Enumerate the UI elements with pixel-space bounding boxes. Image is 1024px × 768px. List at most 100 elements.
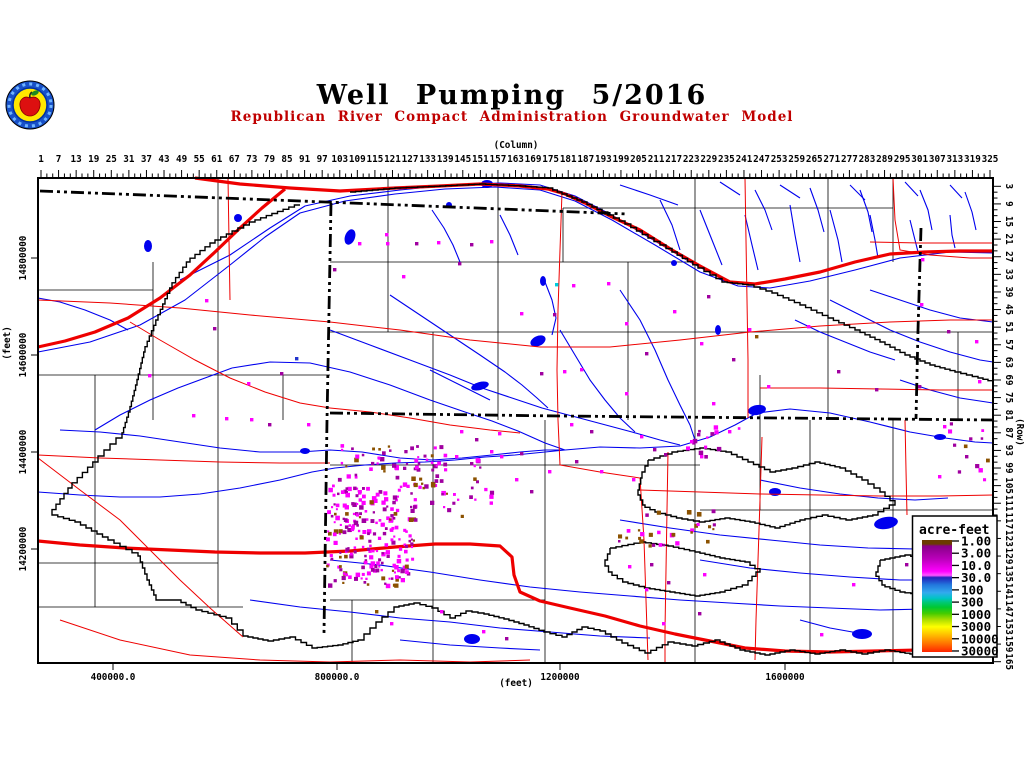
svg-text:169: 169 — [525, 154, 542, 165]
svg-text:117: 117 — [1003, 512, 1014, 529]
svg-text:283: 283 — [859, 154, 876, 165]
svg-text:81: 81 — [1003, 410, 1014, 422]
svg-text:181: 181 — [560, 154, 577, 165]
svg-text:307: 307 — [929, 154, 946, 165]
svg-text:73: 73 — [246, 154, 257, 165]
county-lines — [38, 178, 993, 663]
svg-text:103: 103 — [331, 154, 348, 165]
svg-text:93: 93 — [1003, 445, 1014, 456]
page-subtitle: Republican River Compact Administration … — [230, 109, 794, 125]
svg-text:63: 63 — [1003, 357, 1014, 368]
svg-text:109: 109 — [349, 154, 366, 165]
svg-text:1000: 1000 — [961, 607, 991, 622]
svg-text:39: 39 — [1003, 286, 1014, 297]
svg-text:14400000: 14400000 — [18, 429, 29, 474]
svg-text:30000: 30000 — [961, 643, 999, 658]
svg-text:13: 13 — [71, 154, 82, 165]
svg-text:300: 300 — [961, 595, 984, 610]
roads — [37, 177, 994, 663]
svg-text:(feet): (feet) — [2, 326, 13, 360]
svg-text:30.0: 30.0 — [961, 570, 991, 585]
svg-text:85: 85 — [281, 154, 292, 165]
svg-text:163: 163 — [507, 154, 524, 165]
rrca-apple-logo — [4, 78, 56, 130]
well-cells — [148, 233, 990, 641]
svg-text:25: 25 — [106, 154, 117, 165]
svg-text:187: 187 — [577, 154, 594, 165]
svg-text:10.0: 10.0 — [961, 558, 991, 573]
svg-text:27: 27 — [1003, 251, 1014, 262]
svg-text:97: 97 — [317, 154, 328, 165]
svg-text:55: 55 — [194, 154, 205, 165]
svg-text:325: 325 — [982, 154, 999, 165]
svg-text:319: 319 — [964, 154, 981, 165]
svg-text:247: 247 — [753, 154, 770, 165]
lakes — [144, 180, 946, 644]
svg-text:75: 75 — [1003, 392, 1014, 403]
svg-text:295: 295 — [894, 154, 911, 165]
svg-text:1200000: 1200000 — [540, 672, 580, 683]
svg-text:(Row): (Row) — [1014, 418, 1024, 446]
svg-text:111: 111 — [1003, 495, 1014, 512]
svg-text:15: 15 — [1003, 216, 1014, 227]
svg-text:3000: 3000 — [961, 619, 991, 634]
svg-text:79: 79 — [264, 154, 275, 165]
svg-text:145: 145 — [454, 154, 471, 165]
svg-text:289: 289 — [876, 154, 893, 165]
svg-text:157: 157 — [490, 154, 507, 165]
svg-text:301: 301 — [911, 154, 928, 165]
svg-text:67: 67 — [229, 154, 240, 165]
state-borders — [39, 189, 994, 634]
svg-text:14600000: 14600000 — [18, 332, 29, 377]
svg-text:133: 133 — [419, 154, 436, 165]
svg-text:10000: 10000 — [961, 631, 999, 646]
svg-text:99: 99 — [1003, 462, 1014, 473]
page-title: Well Pumping 5/2016 — [316, 80, 708, 111]
svg-text:33: 33 — [1003, 269, 1014, 280]
svg-text:217: 217 — [665, 154, 682, 165]
svg-text:14200000: 14200000 — [18, 526, 29, 571]
svg-text:193: 193 — [595, 154, 612, 165]
svg-text:51: 51 — [1003, 322, 1014, 334]
svg-text:129: 129 — [1003, 548, 1014, 565]
svg-text:(Column): (Column) — [494, 140, 539, 151]
svg-text:61: 61 — [211, 154, 223, 165]
svg-text:115: 115 — [367, 154, 384, 165]
svg-text:21: 21 — [1003, 234, 1014, 246]
svg-text:229: 229 — [700, 154, 717, 165]
svg-text:49: 49 — [176, 154, 187, 165]
svg-text:223: 223 — [683, 154, 700, 165]
svg-text:135: 135 — [1003, 565, 1014, 582]
svg-text:800000.0: 800000.0 — [315, 672, 360, 683]
svg-text:253: 253 — [771, 154, 788, 165]
axes: 1 7 13 19 25 31 37 43 49 55 61 67 73 79 85 91 97 103 109 11… — [2, 140, 1024, 689]
svg-text:1.00: 1.00 — [961, 534, 991, 549]
svg-text:105: 105 — [1003, 477, 1014, 494]
svg-text:151: 151 — [472, 154, 489, 165]
svg-text:127: 127 — [402, 154, 419, 165]
svg-text:100: 100 — [961, 582, 984, 597]
svg-text:3.00: 3.00 — [961, 546, 991, 561]
legend-acre-feet: acre-feet1.003.0010.030.0100300100030001… — [911, 515, 999, 658]
svg-text:14800000: 14800000 — [18, 235, 29, 280]
svg-text:(feet): (feet) — [499, 678, 533, 689]
svg-text:141: 141 — [1003, 583, 1014, 600]
legend-colorbar — [922, 540, 952, 652]
svg-text:165: 165 — [1003, 653, 1014, 670]
svg-text:43: 43 — [158, 154, 169, 165]
svg-text:1: 1 — [38, 154, 44, 165]
svg-text:277: 277 — [841, 154, 858, 165]
svg-text:265: 265 — [806, 154, 823, 165]
svg-text:87: 87 — [1003, 427, 1014, 438]
svg-text:271: 271 — [823, 154, 840, 165]
svg-text:205: 205 — [630, 154, 647, 165]
apple-logo-graphic — [5, 80, 55, 130]
svg-text:175: 175 — [542, 154, 559, 165]
svg-text:31: 31 — [123, 154, 135, 165]
svg-text:313: 313 — [946, 154, 963, 165]
svg-text:19: 19 — [88, 154, 99, 165]
svg-text:7: 7 — [56, 154, 62, 165]
svg-text:139: 139 — [437, 154, 454, 165]
svg-text:57: 57 — [1003, 339, 1014, 350]
